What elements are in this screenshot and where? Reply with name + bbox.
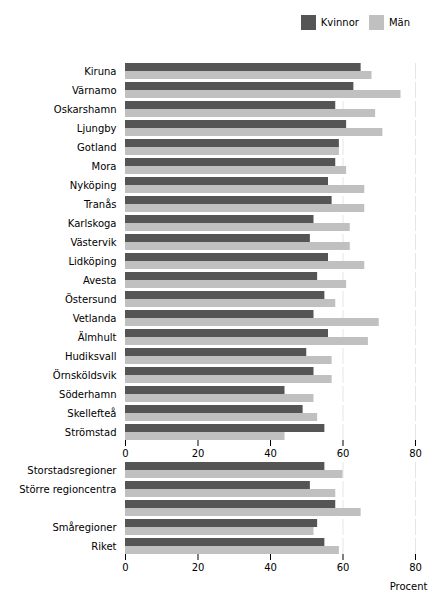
svg-text:Västervik: Västervik: [70, 237, 116, 248]
svg-text:80: 80: [409, 562, 422, 573]
html-text:Män: Män: [388, 17, 410, 28]
svg-text:Tranås: Tranås: [83, 198, 117, 210]
svg-text:80: 80: [409, 448, 422, 459]
svg-text:Kiruna: Kiruna: [84, 66, 116, 77]
svg-text:Gotland: Gotland: [77, 142, 116, 153]
svg-text:Oskarshamn: Oskarshamn: [54, 104, 117, 115]
svg-text:Strömstad: Strömstad: [65, 427, 117, 438]
svg-text:20: 20: [192, 562, 205, 573]
svg-text:Hudiksvall: Hudiksvall: [65, 351, 117, 362]
svg-text:60: 60: [337, 562, 350, 573]
svg-text:40: 40: [264, 448, 277, 459]
svg-text:Procent: Procent: [390, 581, 428, 592]
svg-text:Östersund: Östersund: [65, 293, 117, 305]
svg-text:Riket: Riket: [91, 541, 116, 552]
svg-text:Småregioner: Småregioner: [52, 521, 117, 533]
svg-text:Avesta: Avesta: [83, 275, 117, 286]
svg-text:Nyköping: Nyköping: [70, 180, 117, 191]
svg-text:Skellefteå: Skellefteå: [67, 407, 116, 419]
svg-text:40: 40: [264, 562, 277, 573]
svg-text:Lidköping: Lidköping: [68, 256, 116, 267]
svg-text:60: 60: [337, 448, 350, 459]
html-text:Kvinnor: Kvinnor: [320, 17, 359, 28]
svg-text:20: 20: [192, 448, 205, 459]
svg-text:Storstadsregioner: Storstadsregioner: [27, 465, 117, 476]
svg-text:0: 0: [122, 562, 128, 573]
svg-text:Örnsköldsvik: Örnsköldsvik: [53, 369, 117, 381]
svg-text:Ljungby: Ljungby: [77, 123, 117, 134]
svg-text:Mora: Mora: [92, 161, 117, 172]
svg-text:Älmhult: Älmhult: [78, 331, 117, 343]
svg-text:Karlskoga: Karlskoga: [68, 218, 117, 229]
svg-text:0: 0: [122, 448, 128, 459]
svg-text:Större regioncentra: Större regioncentra: [19, 484, 116, 495]
svg-text:Värnamo: Värnamo: [72, 85, 116, 96]
svg-text:Vetlanda: Vetlanda: [73, 313, 117, 324]
svg-text:Söderhamn: Söderhamn: [59, 389, 116, 400]
